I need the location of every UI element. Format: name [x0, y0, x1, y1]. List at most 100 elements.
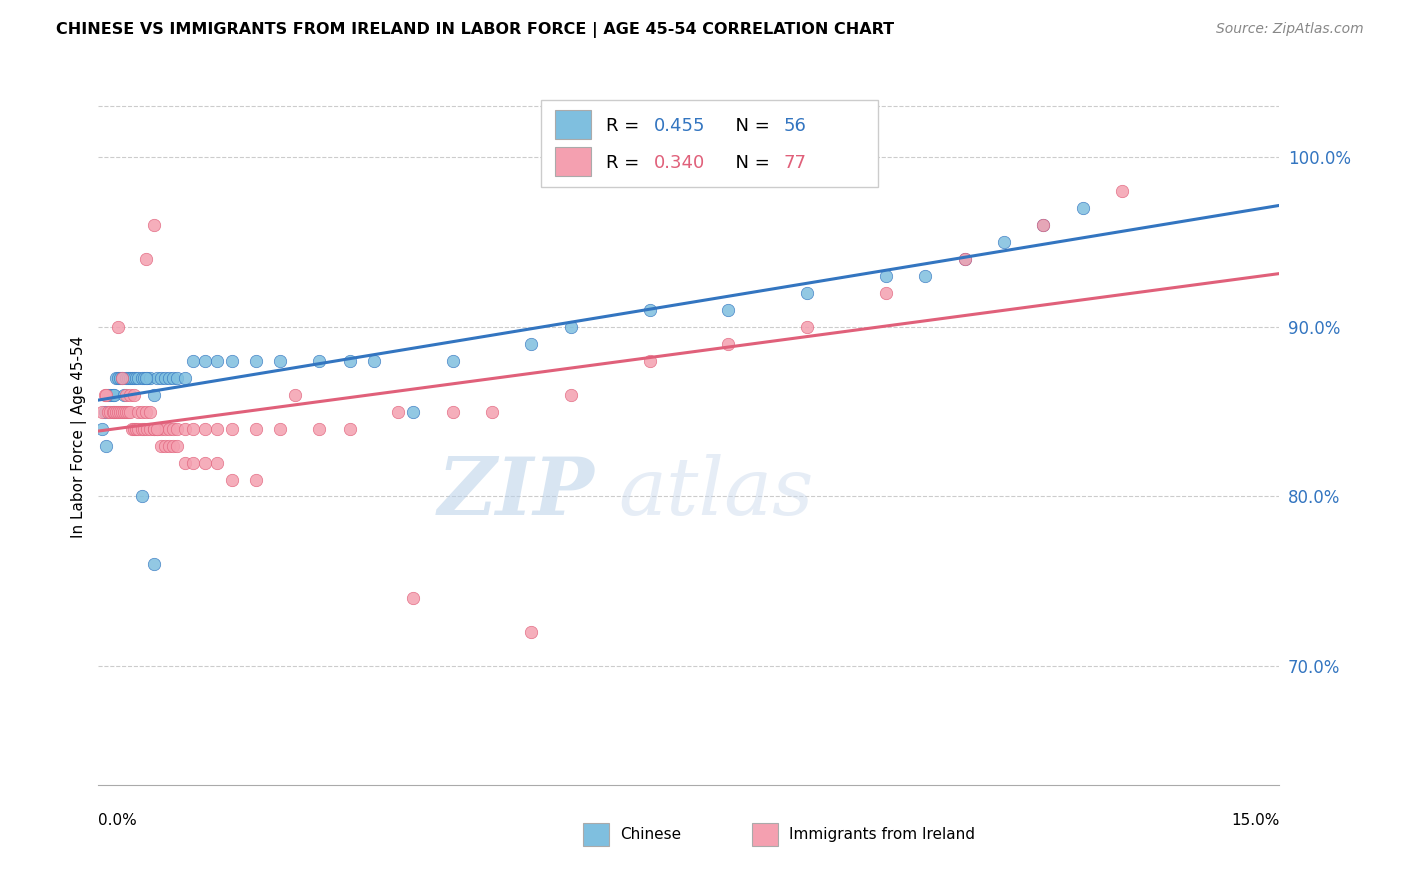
- Point: [142, 421, 165, 435]
- Text: 77: 77: [783, 154, 807, 172]
- Point: [914, 268, 936, 283]
- Point: [127, 404, 149, 418]
- Point: [174, 456, 197, 470]
- Point: [91, 421, 114, 435]
- Point: [122, 370, 145, 384]
- Point: [110, 404, 132, 418]
- Point: [111, 404, 134, 418]
- Point: [117, 370, 139, 384]
- Point: [796, 319, 818, 334]
- Point: [269, 353, 291, 368]
- Point: [205, 353, 228, 368]
- Point: [103, 404, 125, 418]
- Point: [441, 353, 464, 368]
- Point: [142, 218, 165, 232]
- Point: [96, 387, 118, 401]
- Point: [142, 558, 165, 572]
- Point: [118, 387, 141, 401]
- Point: [101, 404, 124, 418]
- Point: [132, 370, 155, 384]
- Point: [122, 421, 145, 435]
- Text: CHINESE VS IMMIGRANTS FROM IRELAND IN LABOR FORCE | AGE 45-54 CORRELATION CHART: CHINESE VS IMMIGRANTS FROM IRELAND IN LA…: [56, 22, 894, 38]
- Point: [155, 439, 177, 453]
- Point: [1071, 201, 1094, 215]
- Point: [166, 439, 188, 453]
- Point: [157, 439, 180, 453]
- Point: [142, 421, 165, 435]
- Point: [135, 252, 157, 266]
- Point: [115, 387, 138, 401]
- Point: [107, 404, 129, 418]
- Point: [115, 404, 138, 418]
- Point: [953, 252, 976, 266]
- Point: [97, 404, 120, 418]
- Point: [245, 473, 267, 487]
- Point: [339, 353, 361, 368]
- Point: [221, 473, 243, 487]
- Point: [875, 268, 897, 283]
- Point: [136, 370, 159, 384]
- FancyBboxPatch shape: [541, 100, 877, 186]
- Point: [194, 353, 217, 368]
- Point: [717, 336, 740, 351]
- Point: [98, 387, 121, 401]
- Point: [127, 370, 149, 384]
- Point: [107, 370, 129, 384]
- Point: [101, 387, 124, 401]
- Point: [146, 421, 169, 435]
- Point: [150, 439, 173, 453]
- Point: [796, 285, 818, 300]
- Point: [155, 421, 177, 435]
- Point: [157, 421, 180, 435]
- Point: [121, 421, 143, 435]
- Point: [162, 370, 184, 384]
- Point: [181, 353, 204, 368]
- Point: [174, 421, 197, 435]
- Point: [103, 387, 125, 401]
- Text: Immigrants from Ireland: Immigrants from Ireland: [789, 827, 974, 842]
- Point: [638, 353, 661, 368]
- Point: [150, 421, 173, 435]
- Point: [194, 421, 217, 435]
- Point: [308, 421, 330, 435]
- Text: 0.340: 0.340: [654, 154, 704, 172]
- Point: [93, 387, 115, 401]
- Text: 0.455: 0.455: [654, 117, 704, 135]
- Point: [117, 404, 139, 418]
- Point: [107, 319, 129, 334]
- Point: [111, 370, 134, 384]
- Text: R =: R =: [606, 154, 645, 172]
- Point: [269, 421, 291, 435]
- Point: [157, 370, 180, 384]
- Point: [363, 353, 385, 368]
- Point: [96, 439, 118, 453]
- Point: [125, 421, 148, 435]
- Point: [115, 370, 138, 384]
- Text: 0.0%: 0.0%: [98, 814, 138, 828]
- Point: [162, 439, 184, 453]
- Point: [146, 421, 169, 435]
- Point: [138, 421, 160, 435]
- Point: [560, 387, 582, 401]
- Point: [194, 456, 217, 470]
- Point: [284, 387, 307, 401]
- Point: [245, 421, 267, 435]
- Point: [110, 370, 132, 384]
- Point: [1032, 218, 1054, 232]
- Y-axis label: In Labor Force | Age 45-54: In Labor Force | Age 45-54: [72, 336, 87, 538]
- Point: [91, 404, 114, 418]
- Point: [560, 319, 582, 334]
- Point: [181, 421, 204, 435]
- Point: [104, 370, 127, 384]
- Point: [146, 370, 169, 384]
- Point: [875, 285, 897, 300]
- Text: 56: 56: [783, 117, 806, 135]
- Point: [174, 370, 197, 384]
- Point: [387, 404, 409, 418]
- Point: [121, 370, 143, 384]
- Text: atlas: atlas: [619, 454, 814, 532]
- Point: [93, 404, 115, 418]
- Text: N =: N =: [724, 117, 776, 135]
- Point: [221, 353, 243, 368]
- Point: [155, 370, 177, 384]
